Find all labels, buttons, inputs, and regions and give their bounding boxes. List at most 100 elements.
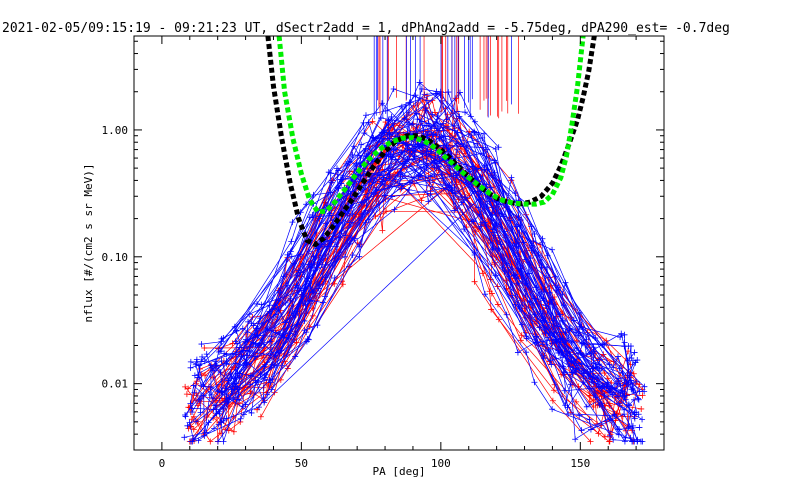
plus-marker: [578, 427, 585, 434]
plus-marker: [182, 383, 189, 390]
plus-marker: [320, 299, 327, 306]
plus-marker: [606, 432, 613, 439]
plus-marker: [315, 285, 322, 292]
plus-marker: [562, 402, 569, 409]
plus-marker: [339, 281, 346, 288]
plus-marker: [278, 362, 285, 369]
plus-marker: [381, 182, 388, 189]
plus-marker: [632, 378, 639, 385]
plus-marker: [365, 119, 372, 126]
plus-marker: [634, 357, 641, 364]
plus-marker: [462, 109, 469, 116]
plus-marker: [406, 179, 413, 186]
plus-marker: [333, 243, 340, 250]
plus-marker: [379, 227, 386, 234]
plus-marker: [629, 357, 636, 364]
plus-marker: [581, 367, 588, 374]
plus-marker: [257, 315, 264, 322]
plus-marker: [314, 245, 321, 252]
plus-marker: [438, 171, 445, 178]
plus-marker: [266, 377, 273, 384]
plus-marker: [493, 221, 500, 228]
plus-marker: [287, 295, 294, 302]
plus-marker: [255, 404, 262, 411]
plus-marker: [628, 377, 635, 384]
plus-marker: [385, 151, 392, 158]
plus-marker: [572, 369, 579, 376]
plus-marker: [383, 208, 390, 215]
plus-marker: [289, 219, 296, 226]
spectrum-trace: [225, 145, 619, 397]
plus-marker: [478, 219, 485, 226]
plus-marker: [187, 358, 194, 365]
plus-marker: [618, 330, 625, 337]
plus-marker: [198, 341, 205, 348]
plus-marker: [187, 364, 194, 371]
plus-marker: [369, 118, 376, 125]
plus-marker: [253, 325, 260, 332]
plus-marker: [190, 426, 197, 433]
plus-marker: [304, 275, 311, 282]
plus-marker: [198, 382, 205, 389]
plus-marker: [338, 180, 345, 187]
plus-marker: [549, 246, 556, 253]
plus-marker: [621, 411, 628, 418]
plus-marker: [376, 172, 383, 179]
plus-marker: [211, 402, 218, 409]
plus-marker: [208, 391, 215, 398]
plus-marker: [220, 438, 227, 445]
plus-marker: [536, 324, 543, 331]
plus-marker: [621, 392, 628, 399]
plus-marker: [622, 434, 629, 441]
plus-marker: [503, 311, 510, 318]
plus-marker: [607, 389, 614, 396]
plus-marker: [226, 403, 233, 410]
plus-marker: [205, 419, 212, 426]
spectrum-trace: [195, 156, 643, 442]
plus-marker: [404, 156, 411, 163]
plus-marker: [523, 349, 530, 356]
plus-marker: [628, 386, 635, 393]
plus-marker: [419, 118, 426, 125]
plus-marker: [614, 426, 621, 433]
plus-marker: [308, 263, 315, 270]
plus-marker: [218, 430, 225, 437]
plus-marker: [578, 323, 585, 330]
plus-marker: [526, 259, 533, 266]
plus-marker: [184, 422, 191, 429]
plus-marker: [182, 413, 189, 420]
plus-marker: [541, 331, 548, 338]
plus-marker: [362, 112, 369, 119]
plus-marker: [586, 398, 593, 405]
plus-marker: [621, 331, 628, 338]
plus-marker: [497, 241, 504, 248]
plus-marker: [636, 424, 643, 431]
plus-marker: [350, 143, 357, 150]
plus-marker: [248, 320, 255, 327]
plus-marker: [553, 337, 560, 344]
plus-marker: [467, 113, 474, 120]
plus-marker: [213, 362, 220, 369]
plus-marker: [338, 227, 345, 234]
plus-marker: [293, 282, 300, 289]
plus-marker: [299, 300, 306, 307]
plus-marker: [207, 438, 214, 445]
plus-marker: [456, 113, 463, 120]
plus-marker: [306, 214, 313, 221]
plus-marker: [476, 211, 483, 218]
plus-marker: [615, 400, 622, 407]
plus-marker: [248, 409, 255, 416]
plus-marker: [492, 220, 499, 227]
plus-marker: [491, 169, 498, 176]
plus-marker: [215, 381, 222, 388]
plus-marker: [517, 337, 524, 344]
plus-marker: [246, 311, 253, 318]
plot-frame: [133, 35, 665, 451]
plus-marker: [239, 384, 246, 391]
plus-marker: [427, 190, 434, 197]
plus-marker: [514, 280, 521, 287]
plus-marker: [549, 340, 556, 347]
plus-marker: [223, 360, 230, 367]
plus-marker: [630, 370, 637, 377]
plus-marker: [632, 389, 639, 396]
